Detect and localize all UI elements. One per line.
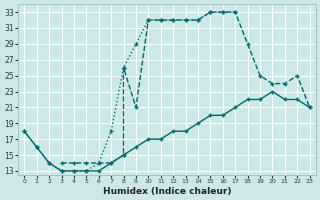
X-axis label: Humidex (Indice chaleur): Humidex (Indice chaleur) <box>103 187 231 196</box>
